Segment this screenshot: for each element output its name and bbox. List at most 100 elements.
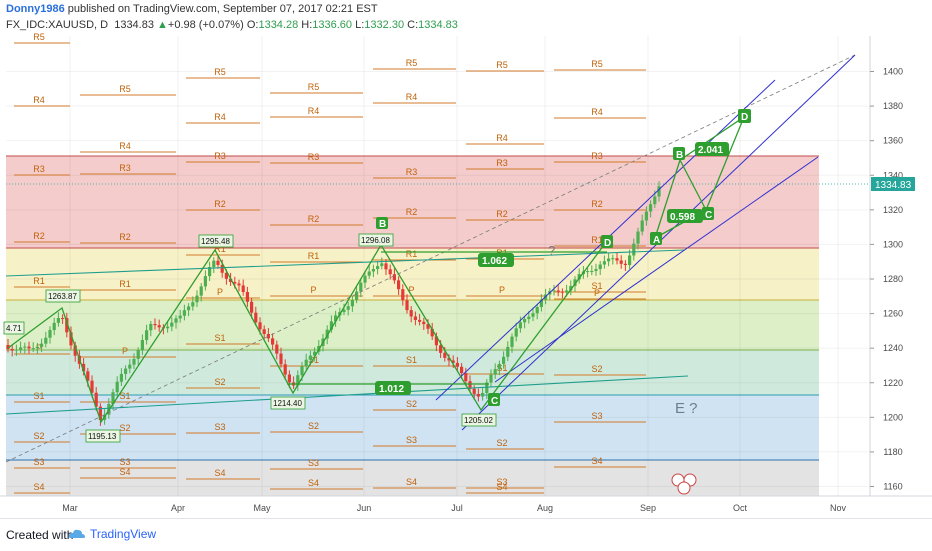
candle-body[interactable] [10, 349, 14, 351]
candle-body[interactable] [132, 358, 136, 365]
candle-body[interactable] [363, 275, 367, 283]
candle-body[interactable] [27, 346, 31, 349]
candle-body[interactable] [434, 336, 438, 346]
candle-body[interactable] [367, 271, 371, 276]
candle-body[interactable] [518, 322, 522, 329]
candle-body[interactable] [224, 272, 228, 279]
candle-body[interactable] [334, 315, 338, 322]
candle-body[interactable] [430, 328, 434, 337]
candle-body[interactable] [556, 290, 560, 292]
candle-body[interactable] [413, 316, 417, 320]
candle-body[interactable] [279, 353, 283, 365]
candle-body[interactable] [14, 349, 18, 351]
candle-body[interactable] [229, 278, 233, 282]
candle-body[interactable] [649, 204, 653, 212]
candle-body[interactable] [23, 346, 27, 348]
candle-body[interactable] [577, 274, 581, 280]
candle-body[interactable] [31, 348, 35, 350]
candle-body[interactable] [468, 381, 472, 389]
candle-body[interactable] [481, 393, 485, 397]
candle-body[interactable] [174, 318, 178, 323]
candle-body[interactable] [56, 318, 60, 323]
candle-body[interactable] [69, 332, 73, 346]
candle-body[interactable] [195, 295, 199, 303]
candle-body[interactable] [464, 373, 468, 382]
candle-body[interactable] [439, 345, 443, 353]
candle-body[interactable] [283, 364, 287, 375]
candle-body[interactable] [598, 264, 602, 270]
candle-body[interactable] [527, 316, 531, 320]
candle-body[interactable] [73, 345, 77, 356]
candle-body[interactable] [48, 330, 52, 338]
dashed-trendline[interactable] [5, 54, 856, 463]
candle-body[interactable] [376, 266, 380, 270]
candle-body[interactable] [94, 392, 98, 407]
candle-body[interactable] [208, 267, 212, 277]
candle-body[interactable] [590, 271, 594, 273]
candle-body[interactable] [136, 350, 140, 359]
candle-body[interactable] [623, 263, 627, 266]
candle-body[interactable] [44, 337, 48, 344]
candle-body[interactable] [237, 283, 241, 286]
candle-body[interactable] [502, 356, 506, 364]
pattern-2[interactable] [380, 240, 608, 412]
candle-body[interactable] [157, 325, 161, 328]
candle-body[interactable] [35, 346, 39, 349]
candle-body[interactable] [220, 264, 224, 273]
candle-body[interactable] [233, 281, 237, 284]
candle-body[interactable] [86, 371, 90, 381]
candle-body[interactable] [644, 211, 648, 221]
candle-body[interactable] [460, 366, 464, 374]
candle-body[interactable] [653, 196, 657, 205]
candle-body[interactable] [61, 318, 65, 320]
candle-body[interactable] [628, 255, 632, 266]
candle-body[interactable] [262, 329, 266, 334]
candle-body[interactable] [124, 368, 128, 374]
candle-body[interactable] [531, 313, 535, 317]
candle-body[interactable] [401, 289, 405, 301]
candle-body[interactable] [611, 258, 615, 260]
candle-body[interactable] [607, 258, 611, 262]
candle-body[interactable] [266, 333, 270, 339]
candle-body[interactable] [447, 357, 451, 361]
candle-body[interactable] [308, 355, 312, 360]
candle-body[interactable] [657, 186, 661, 197]
candle-body[interactable] [472, 388, 476, 394]
author-name[interactable]: Donny1986 [6, 3, 65, 15]
candle-body[interactable] [191, 302, 195, 307]
candle-body[interactable] [455, 362, 459, 367]
candle-body[interactable] [615, 258, 619, 261]
candle-body[interactable] [145, 330, 149, 341]
candle-body[interactable] [485, 382, 489, 394]
candle-body[interactable] [493, 369, 497, 375]
candle-body[interactable] [418, 319, 422, 322]
candle-body[interactable] [82, 363, 86, 372]
candle-body[interactable] [149, 323, 153, 331]
candle-body[interactable] [170, 322, 174, 327]
candle-body[interactable] [443, 352, 447, 358]
candle-body[interactable] [287, 374, 291, 383]
candle-body[interactable] [426, 324, 430, 329]
candle-body[interactable] [115, 381, 119, 393]
candle-body[interactable] [359, 282, 363, 292]
candle-body[interactable] [497, 363, 501, 370]
us-flag-icon[interactable] [677, 481, 691, 495]
candle-body[interactable] [594, 269, 598, 272]
candle-body[interactable] [632, 243, 636, 256]
candle-body[interactable] [569, 285, 573, 291]
candle-body[interactable] [451, 360, 455, 363]
candle-body[interactable] [636, 231, 640, 244]
candle-body[interactable] [476, 393, 480, 397]
candle-body[interactable] [565, 290, 569, 293]
candle-body[interactable] [245, 291, 249, 302]
upper-trendline[interactable] [5, 249, 685, 277]
candle-body[interactable] [560, 291, 564, 293]
candle-body[interactable] [258, 322, 262, 330]
candle-body[interactable] [535, 307, 539, 314]
candle-body[interactable] [254, 312, 258, 323]
candle-body[interactable] [405, 300, 409, 311]
candle-body[interactable] [355, 291, 359, 301]
candle-body[interactable] [586, 271, 590, 273]
candle-body[interactable] [619, 260, 623, 264]
event-icons[interactable] [671, 473, 697, 495]
